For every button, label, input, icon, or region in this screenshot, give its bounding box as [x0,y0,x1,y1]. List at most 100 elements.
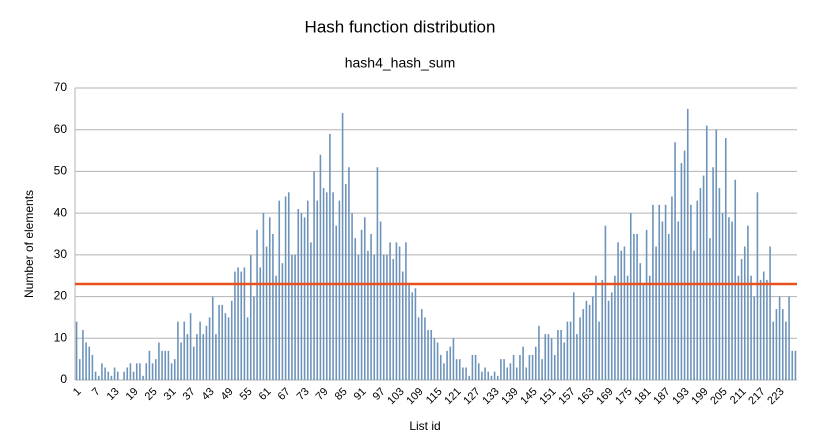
bar [696,200,699,380]
chart-subtitle: hash4_hash_sum [345,55,456,71]
bar [604,225,607,380]
bar [272,234,274,380]
bar [401,271,404,380]
bar [626,275,629,380]
bar [161,350,163,380]
bar [674,142,676,380]
bar [408,284,410,380]
bar [769,246,771,380]
bar [354,238,357,380]
bar [389,242,391,380]
bar [246,317,249,380]
bar [253,296,255,380]
bar [579,317,581,380]
bar [262,213,265,380]
bar [325,192,328,380]
bar [652,204,654,380]
bar [566,321,569,380]
bar [414,288,417,380]
bar [607,300,610,380]
bar [740,259,743,380]
bar [265,246,268,380]
bar [278,200,281,380]
bar [481,371,483,380]
bar [636,234,638,380]
bar [734,179,737,380]
bar [661,221,664,380]
bar [405,242,407,380]
bar [360,229,363,380]
bar [569,321,572,380]
bar [107,371,110,380]
bar [474,354,477,380]
bar [329,133,331,380]
bar [123,371,125,380]
bar [145,363,148,380]
bar [639,263,642,380]
bar [351,213,353,380]
bar [208,317,211,380]
bar [534,346,537,380]
bar [126,367,129,380]
bar [509,363,512,380]
bar [462,367,464,380]
bar [287,192,290,380]
bar [335,225,338,380]
bar [196,334,198,380]
bar [101,363,103,380]
bar [778,296,781,380]
bar [139,363,141,380]
bar [94,371,97,380]
bar [585,300,588,380]
bar [775,309,778,380]
bar [189,313,192,380]
bar [553,354,556,380]
bar [151,363,154,380]
x-axis-label: List id [409,419,440,433]
bar [367,250,369,380]
bar [427,329,429,380]
bar [154,359,157,380]
bar [180,342,182,380]
bar [484,367,486,380]
y-tick-label: 60 [54,122,68,136]
bar [525,367,528,380]
bar [443,363,445,380]
bar [601,279,604,380]
bar [702,175,705,380]
bar [82,329,84,380]
bar [281,263,284,380]
bar [496,375,499,380]
bar [781,309,784,380]
bar [268,217,271,380]
bar [202,334,205,380]
bar [680,163,683,380]
bar [515,367,518,380]
bar [724,138,727,380]
bar [452,338,455,380]
bar [582,309,585,380]
bar [658,204,661,380]
bar [664,204,667,380]
bar [788,296,790,380]
bar [237,267,239,380]
bar [249,254,252,380]
bar [382,254,385,380]
bar [737,275,740,380]
bar [712,167,714,380]
bar [433,338,436,380]
bar [424,317,426,380]
bar [759,279,762,380]
bar [595,275,597,380]
bar [259,267,262,380]
bar [544,334,547,380]
bar [576,334,578,380]
bar [762,271,765,380]
bar [192,346,195,380]
bar [319,154,322,380]
bar [430,329,433,380]
bar [344,183,347,380]
bar [91,354,94,380]
bar [477,363,480,380]
